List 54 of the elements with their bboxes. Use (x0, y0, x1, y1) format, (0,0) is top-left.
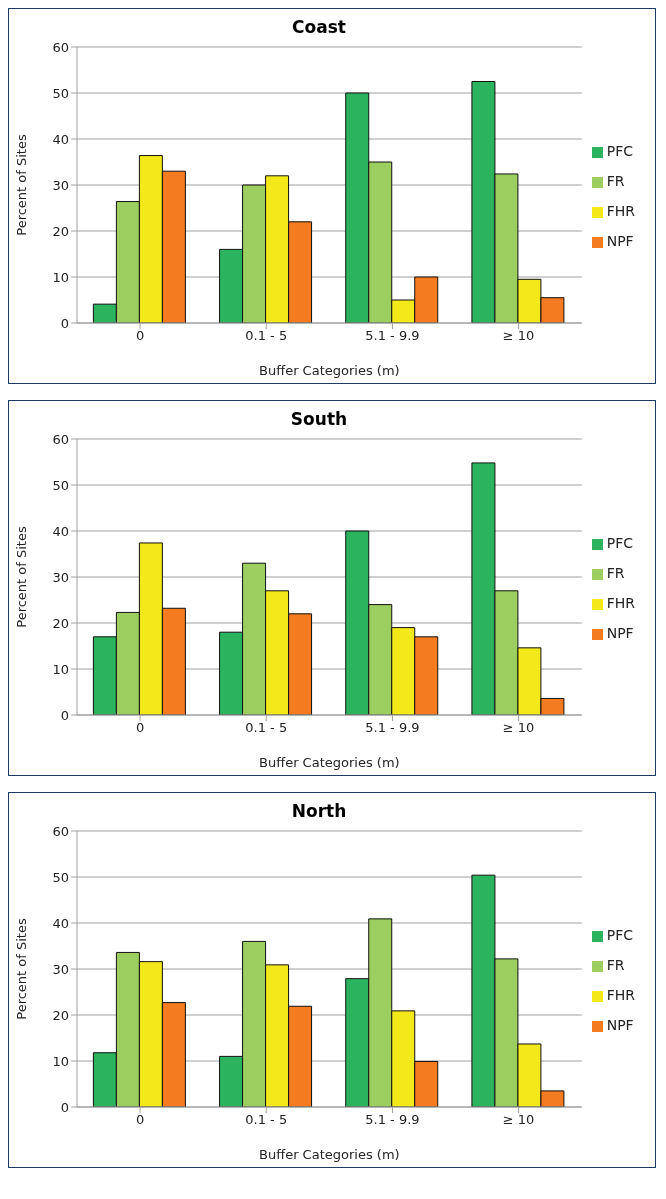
y-tick-label: 30 (52, 177, 69, 193)
legend-label: PFC (606, 927, 633, 943)
x-axis-title: Buffer Categories (m) (259, 363, 400, 378)
x-tick-label: ≥ 10 (502, 328, 535, 344)
legend-label: FHR (606, 203, 635, 219)
legend-label: FR (606, 957, 625, 973)
y-tick-label: 60 (52, 431, 69, 447)
y-tick-label: 20 (52, 615, 69, 631)
x-axis-title: Buffer Categories (m) (259, 1147, 400, 1162)
y-axis-title: Percent of Sites (13, 918, 29, 1020)
legend-label: PFC (606, 535, 633, 551)
chart-title: North (290, 801, 348, 821)
x-tick-label: 0 (135, 720, 145, 736)
y-tick-label: 0 (60, 1099, 69, 1115)
legend-label: FHR (606, 987, 635, 1003)
y-tick-label: 40 (52, 915, 69, 931)
y-tick-label: 50 (52, 85, 69, 101)
y-tick-label: 0 (60, 315, 69, 331)
x-tick-label: ≥ 10 (502, 1112, 535, 1128)
y-tick-label: 20 (52, 223, 69, 239)
chart-title: South (289, 409, 349, 429)
y-tick-label: 20 (52, 1007, 69, 1023)
y-tick-label: 0 (60, 707, 69, 723)
y-tick-label: 40 (52, 523, 69, 539)
y-tick-label: 50 (52, 477, 69, 493)
x-axis-title: Buffer Categories (m) (259, 755, 400, 770)
y-tick-label: 10 (52, 661, 69, 677)
y-tick-label: 30 (52, 569, 69, 585)
legend-label: FHR (606, 595, 635, 611)
y-axis-title: Percent of Sites (13, 526, 29, 628)
y-tick-label: 40 (52, 131, 69, 147)
legend-label: FR (606, 173, 625, 189)
y-tick-label: 10 (52, 269, 69, 285)
x-tick-label: 5.1 - 9.9 (365, 720, 420, 736)
legend-label: PFC (606, 143, 633, 159)
y-axis-title: Percent of Sites (13, 134, 29, 236)
y-tick-label: 50 (52, 869, 69, 885)
x-tick-label: 5.1 - 9.9 (365, 1112, 420, 1128)
x-tick-label: 0.1 - 5 (245, 720, 288, 736)
y-tick-label: 10 (52, 1053, 69, 1069)
x-tick-label: 0 (135, 1112, 145, 1128)
legend-label: FR (606, 565, 625, 581)
x-tick-label: 0.1 - 5 (245, 1112, 288, 1128)
y-tick-label: 60 (52, 823, 69, 839)
legend-label: NPF (606, 233, 634, 249)
chart-title: Coast (291, 17, 347, 37)
legend-label: NPF (606, 1017, 634, 1033)
y-tick-label: 30 (52, 961, 69, 977)
x-tick-label: 5.1 - 9.9 (365, 328, 420, 344)
x-tick-label: 0.1 - 5 (245, 328, 288, 344)
x-tick-label: 0 (135, 328, 145, 344)
y-tick-label: 60 (52, 39, 69, 55)
legend-label: NPF (606, 625, 634, 641)
x-tick-label: ≥ 10 (502, 720, 535, 736)
